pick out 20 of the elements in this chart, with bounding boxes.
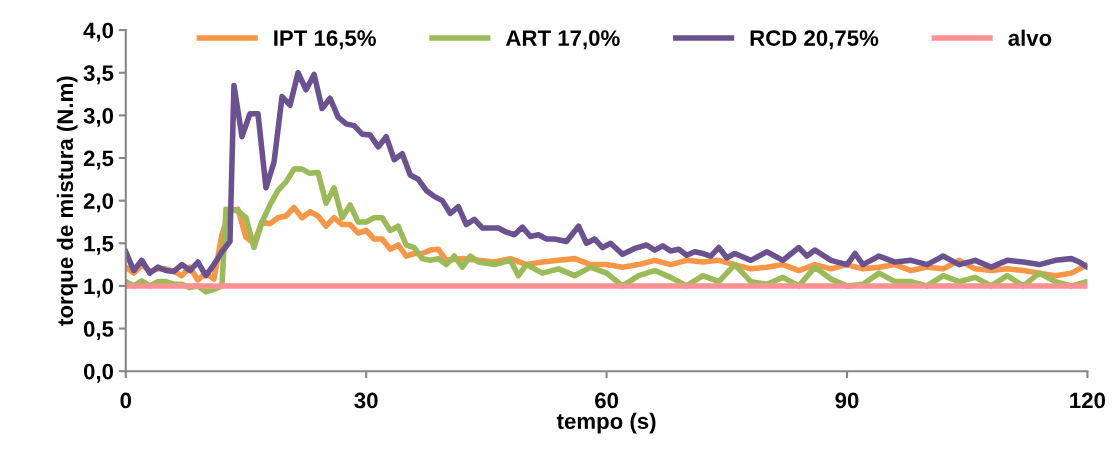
y-tick-label: 1,5 bbox=[84, 236, 114, 255]
x-tick-label: 90 bbox=[835, 392, 859, 409]
x-tick-label: 120 bbox=[1070, 392, 1106, 409]
y-tick-label: 2,0 bbox=[83, 193, 114, 213]
legend-label: IPT 16,5% bbox=[274, 30, 376, 50]
y-axis-title: torque de mistura (N.m) bbox=[56, 76, 78, 326]
y-tick-label: 0,5 bbox=[83, 321, 114, 341]
y-tick-label: 3,0 bbox=[83, 107, 114, 127]
y-tick-label: 1,0 bbox=[84, 278, 114, 298]
x-tick-label: 0 bbox=[120, 392, 132, 409]
y-tick-label: 4,0 bbox=[83, 22, 114, 42]
x-axis-title: tempo (s) bbox=[556, 412, 656, 434]
x-tick-label: 30 bbox=[354, 392, 378, 409]
y-tick-label: 0,0 bbox=[83, 363, 114, 383]
legend-label: ART 17,0% bbox=[505, 30, 620, 50]
legend-label: alvo bbox=[1008, 29, 1052, 46]
y-tick-label: 2,5 bbox=[83, 150, 114, 170]
x-tick-label: 60 bbox=[595, 392, 619, 409]
y-tick-label: 3,5 bbox=[83, 65, 114, 85]
legend-label: RCD 20,75% bbox=[750, 30, 879, 50]
